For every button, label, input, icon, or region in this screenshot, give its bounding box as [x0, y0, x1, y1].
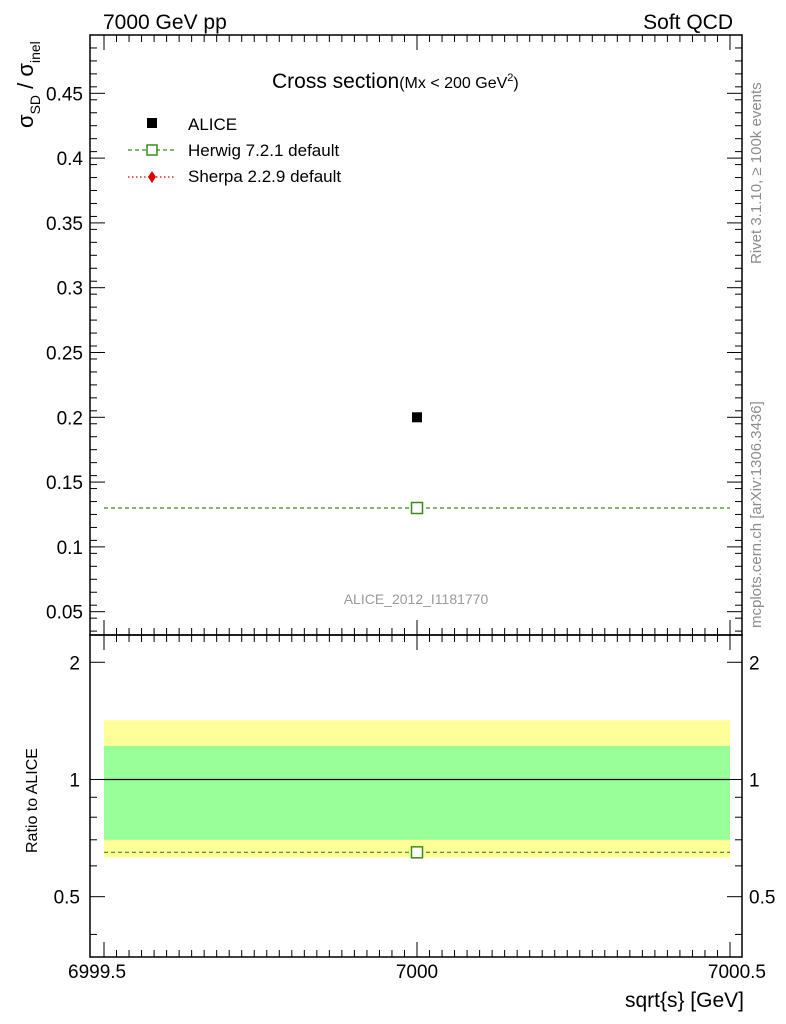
ylabel-sd: SD	[27, 95, 43, 114]
ratio-panel: 0.5 0.5 1 1 2 2 6999.5 7000 7000.5 Ratio to ALI…	[24, 634, 775, 1012]
analysis-watermark: ALICE_2012_I1181770	[344, 591, 489, 607]
ratio-x-axis: 6999.5 7000 7000.5	[68, 635, 766, 983]
main-title-close: )	[513, 75, 518, 92]
main-y-tick-label: 0.15	[46, 473, 83, 494]
ratio-y-tick-label: 2	[69, 653, 80, 674]
x-tick-label: 6999.5	[68, 962, 126, 983]
ratio-y-tick-label-right: 1	[749, 770, 760, 791]
ratio-y-axis: 0.5 0.5 1 1 2 2	[54, 653, 775, 935]
legend-label-sherpa: Sherpa 2.2.9 default	[188, 167, 341, 186]
legend-entry-herwig: Herwig 7.2.1 default	[128, 141, 339, 160]
legend-entry-alice: ALICE	[147, 115, 237, 134]
main-x-ticks	[103, 35, 731, 635]
header-energy-label: 7000 GeV pp	[103, 11, 227, 34]
legend: ALICE Herwig 7.2.1 default Sherpa 2.2.9 …	[128, 115, 341, 186]
main-title: Cross section(Mx < 200 GeV2)	[272, 70, 519, 93]
ratio-y-tick-label: 0.5	[54, 888, 80, 909]
mcplots-label: mcplots.cern.ch [arXiv:1306.3436]	[748, 401, 765, 628]
ylabel-sigma: σ	[13, 114, 38, 128]
alice-point	[412, 412, 422, 423]
main-y-tick-label: 0.25	[46, 343, 83, 364]
ratio-y-tick-label-right: 0.5	[749, 888, 775, 909]
main-panel: 0.05 0.1 0.15 0.2 0.25 0.3 0.35 0.4 0.45 Cross s…	[13, 34, 743, 636]
main-y-tick-label: 0.1	[57, 538, 83, 559]
herwig-point	[410, 501, 424, 515]
ylabel-slash-sigma: / σ	[13, 63, 38, 95]
ratio-y-axis-label: Ratio to ALICE	[24, 748, 41, 853]
main-title-sub: (Mx < 200 GeV	[399, 75, 507, 92]
legend-marker-herwig	[146, 144, 158, 156]
main-y-tick-label: 0.3	[57, 279, 83, 300]
main-title-text: Cross section	[272, 70, 399, 93]
header-category-label: Soft QCD	[643, 11, 733, 34]
x-tick-label: 7000.5	[708, 962, 766, 983]
main-y-axis-label: σSD / σinel	[13, 41, 43, 128]
main-y-tick-label: 0.45	[46, 84, 83, 105]
main-y-tick-label: 0.2	[57, 408, 83, 429]
ratio-panel-frame	[89, 634, 743, 958]
main-y-axis: 0.05 0.1 0.15 0.2 0.25 0.3 0.35 0.4 0.45	[46, 47, 742, 632]
main-y-tick-label: 0.4	[57, 149, 84, 170]
main-y-tick-label: 0.35	[46, 214, 83, 235]
ratio-plot-area	[104, 720, 730, 859]
main-plot-area	[104, 412, 730, 515]
legend-marker-alice	[147, 118, 157, 128]
ratio-y-tick-label: 1	[69, 770, 80, 791]
ylabel-inel: inel	[27, 41, 43, 63]
main-title-sup: 2	[507, 72, 513, 84]
x-tick-label: 7000	[396, 962, 438, 983]
ratio-y-tick-label-right: 2	[749, 653, 760, 674]
x-axis-label: sqrt{s} [GeV]	[625, 989, 744, 1012]
stat-uncertainty-band	[104, 745, 730, 840]
legend-entry-sherpa: Sherpa 2.2.9 default	[128, 167, 341, 186]
main-y-tick-label: 0.05	[46, 603, 83, 624]
rivet-version-label: Rivet 3.1.10, ≥ 100k events	[748, 82, 765, 264]
legend-label-alice: ALICE	[188, 115, 237, 134]
legend-label-herwig: Herwig 7.2.1 default	[188, 141, 339, 160]
herwig-ratio-point	[410, 846, 424, 859]
legend-marker-sherpa	[148, 171, 156, 183]
